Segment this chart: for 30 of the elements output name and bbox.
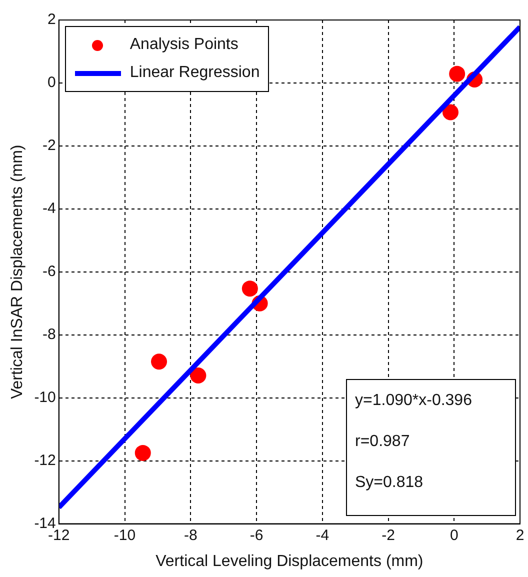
y-tick-label: -4 (42, 200, 56, 218)
point (442, 104, 459, 120)
y-tick-label: -12 (34, 452, 56, 469)
x-tick-label: -8 (184, 526, 198, 544)
y-tick-label: 2 (48, 11, 56, 28)
x-tick-label: 2 (516, 526, 524, 544)
y-tick-label: 0 (48, 74, 56, 92)
x-tick-label: -6 (250, 526, 264, 544)
annotation: r=0.987 (355, 432, 411, 452)
x-tick-label: 0 (450, 526, 458, 544)
y-tick-label: -14 (34, 514, 56, 532)
x-tick-label: -2 (382, 526, 395, 544)
y-axis-title: Vertical InSAR Displacements (mm) (9, 144, 26, 400)
point (449, 66, 466, 82)
y-tick-label: -10 (34, 388, 56, 406)
text-box: y=1.090*x-0.396 r=0.987 Sy=0.818 (346, 378, 516, 516)
point (190, 367, 206, 384)
annotation: Sy=0.818 (355, 472, 424, 493)
y-tick-label: -2 (42, 137, 56, 154)
annotation: y=1.090*x-0.396 (355, 390, 473, 411)
y-tick-label: -6 (42, 263, 56, 280)
x-tick-label: -4 (316, 526, 330, 544)
point (134, 444, 151, 461)
legend-label: Linear Regression (130, 64, 260, 82)
point (242, 280, 258, 297)
x-axis-title: Vertical Leveling Displacements (mm) (156, 552, 424, 570)
y-tick-label: -8 (42, 326, 56, 344)
point (151, 354, 168, 370)
legend-label: Analysis Points (130, 36, 238, 54)
x-tick-label: -10 (114, 526, 136, 544)
